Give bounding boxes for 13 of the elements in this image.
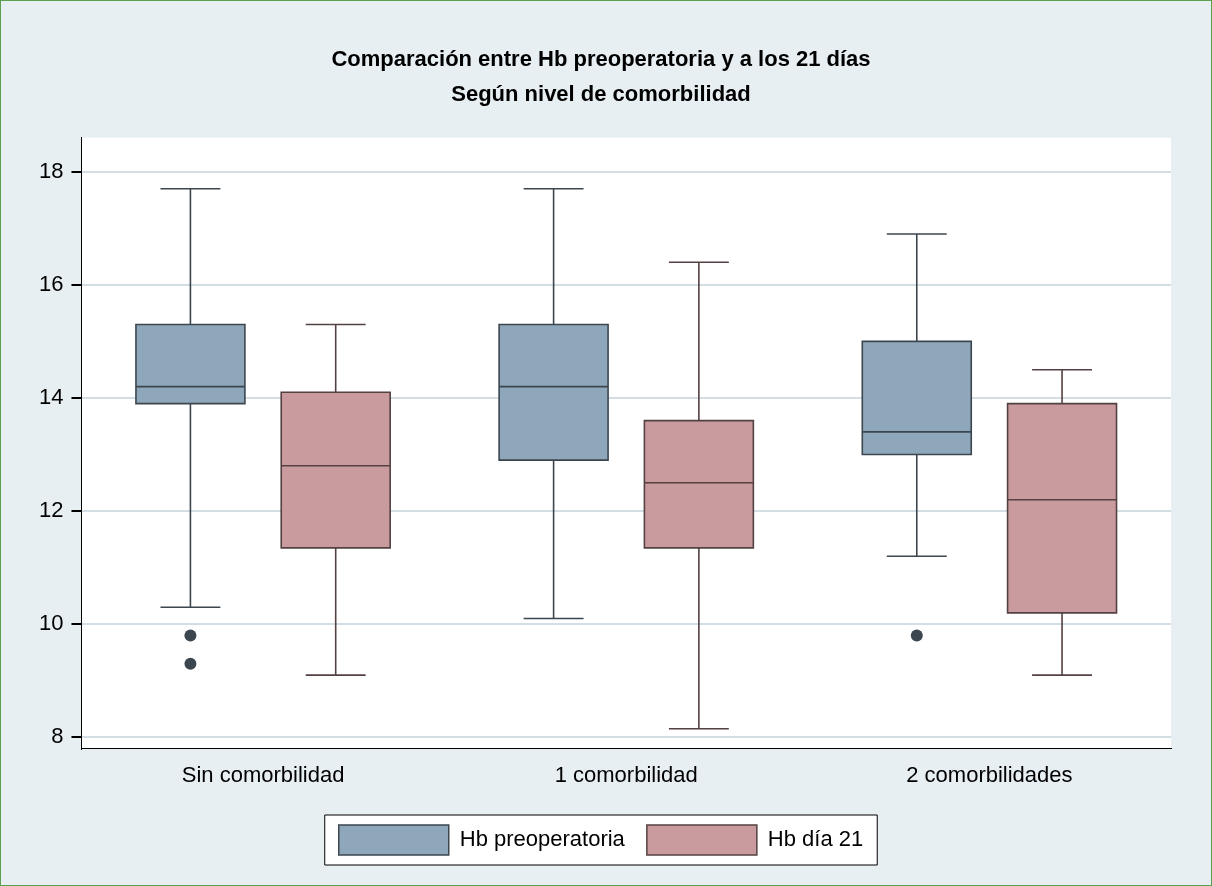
- y-tick-label: 12: [38, 497, 64, 523]
- x-tick-label: 1 comorbilidad: [554, 761, 698, 787]
- y-tick-label: 10: [38, 610, 64, 636]
- x-tick-label: 2 comorbilidades: [906, 761, 1073, 787]
- legend-label: Hb día 21: [767, 826, 864, 852]
- y-tick-label: 18: [38, 157, 64, 183]
- x-tick-label: Sin comorbilidad: [181, 761, 345, 787]
- chart-subtitle: Según nivel de comorbilidad: [451, 80, 751, 106]
- y-tick-label: 16: [38, 270, 64, 296]
- chart-title: Comparación entre Hb preoperatoria y a los 21 días: [331, 46, 871, 72]
- legend-label: Hb preoperatoria: [459, 826, 626, 852]
- y-tick-label: 14: [38, 384, 64, 410]
- y-tick-label: 8: [51, 723, 64, 749]
